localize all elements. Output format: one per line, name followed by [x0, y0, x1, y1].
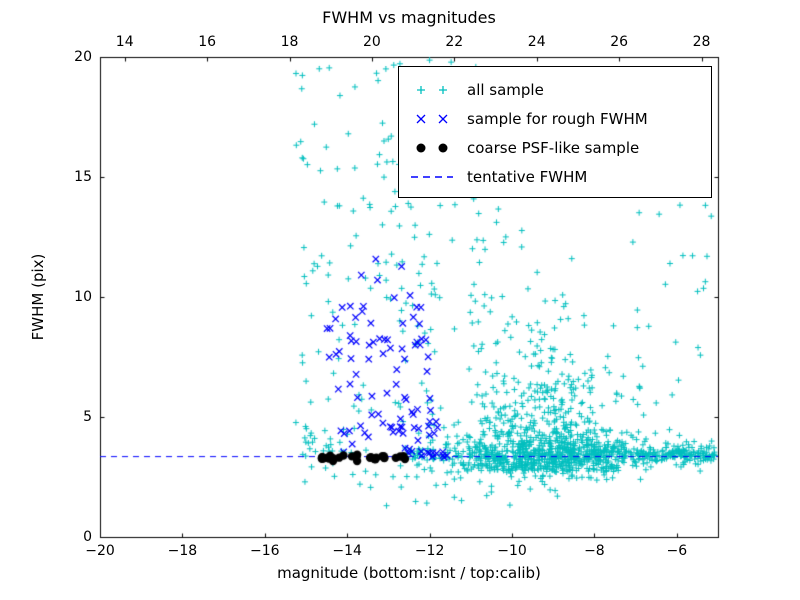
legend-marker-plus-icon	[409, 82, 455, 98]
legend-marker-dash-icon	[409, 169, 455, 185]
tick-label: 20	[74, 49, 92, 65]
tick-label: −12	[414, 543, 445, 559]
tick-label: 18	[280, 34, 299, 50]
tick-label: 26	[610, 34, 629, 50]
tick-label: −20	[85, 543, 115, 559]
tick-label: 24	[527, 34, 546, 50]
legend-item-label: coarse PSF-like sample	[467, 138, 640, 157]
legend-item-label: sample for rough FWHM	[467, 109, 648, 128]
legend-item-label: all sample	[467, 80, 544, 99]
tick-label: 14	[115, 34, 134, 50]
tick-label: 10	[74, 289, 92, 305]
tick-label: 22	[445, 34, 464, 50]
tick-label: −6	[666, 543, 688, 559]
tick-label: 16	[198, 34, 217, 50]
legend: all sample sample for rough FWHM coarse …	[398, 66, 712, 198]
legend-item: tentative FWHM	[409, 162, 701, 191]
y-axis-label: FWHM (pix)	[29, 253, 47, 341]
legend-item: all sample	[409, 75, 701, 104]
legend-item: coarse PSF-like sample	[409, 133, 701, 162]
tick-label: −8	[584, 543, 605, 559]
tick-label: 15	[74, 169, 92, 185]
tick-label: −18	[167, 543, 198, 559]
tick-label: −10	[497, 543, 527, 559]
tick-label: −14	[332, 543, 362, 559]
tick-label: 20	[362, 34, 381, 50]
legend-marker-dot-icon	[409, 140, 455, 156]
legend-item: sample for rough FWHM	[409, 104, 701, 133]
tick-label: 5	[83, 409, 92, 425]
tick-label: −16	[250, 543, 280, 559]
tick-label: 0	[83, 529, 92, 545]
tick-label: 28	[692, 34, 711, 50]
x-axis-label: magnitude (bottom:isnt / top:calib)	[277, 564, 541, 582]
legend-marker-x-icon	[409, 111, 455, 127]
legend-item-label: tentative FWHM	[467, 167, 588, 186]
chart-title: FWHM vs magnitudes	[322, 8, 496, 27]
